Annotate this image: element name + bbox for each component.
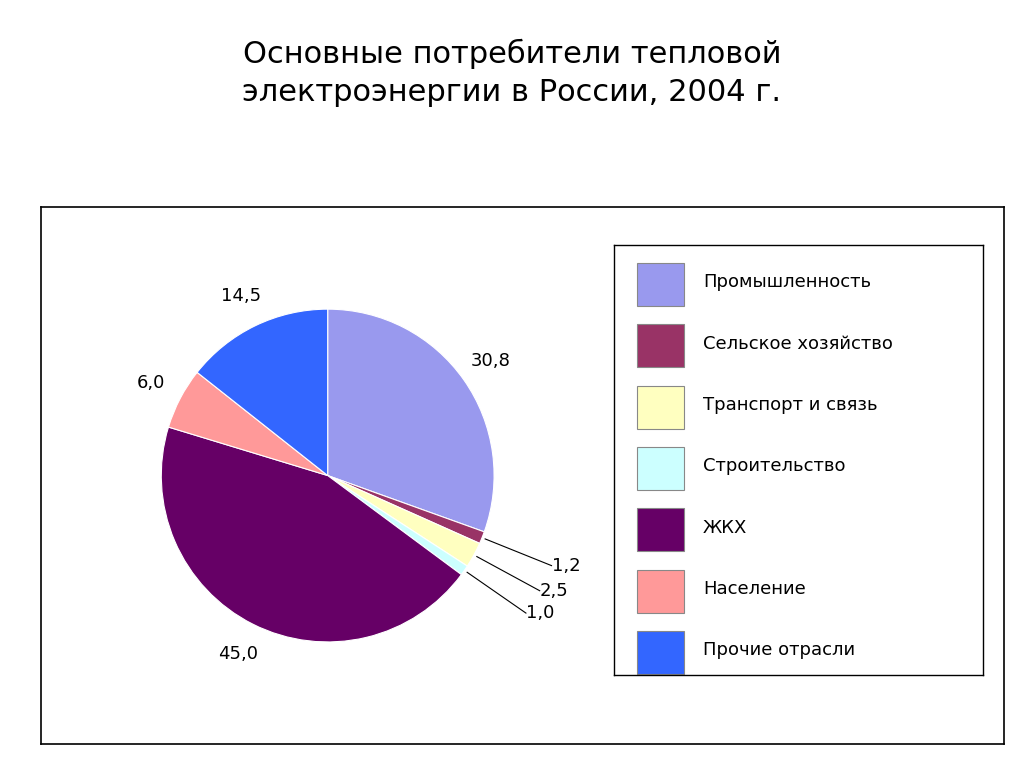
FancyBboxPatch shape: [637, 386, 684, 429]
Text: 2,5: 2,5: [540, 581, 568, 600]
Text: Сельское хозяйство: Сельское хозяйство: [702, 334, 893, 353]
Text: Промышленность: Промышленность: [702, 273, 871, 291]
Wedge shape: [169, 372, 328, 476]
FancyBboxPatch shape: [637, 447, 684, 490]
Text: Строительство: Строительство: [702, 457, 846, 476]
Text: 1,0: 1,0: [526, 604, 554, 622]
Text: 30,8: 30,8: [471, 352, 511, 370]
Wedge shape: [328, 309, 494, 532]
Text: 1,2: 1,2: [552, 557, 581, 574]
FancyBboxPatch shape: [637, 263, 684, 306]
Text: ЖКХ: ЖКХ: [702, 518, 748, 537]
FancyBboxPatch shape: [637, 631, 684, 674]
Text: Прочие отрасли: Прочие отрасли: [702, 641, 855, 660]
Wedge shape: [162, 427, 462, 642]
Wedge shape: [198, 309, 328, 476]
Text: 6,0: 6,0: [136, 374, 165, 392]
Text: Население: Население: [702, 580, 806, 598]
Wedge shape: [328, 476, 479, 566]
FancyBboxPatch shape: [637, 324, 684, 367]
Text: 45,0: 45,0: [218, 645, 258, 663]
Text: Транспорт и связь: Транспорт и связь: [702, 396, 878, 414]
Wedge shape: [328, 476, 484, 543]
FancyBboxPatch shape: [637, 570, 684, 613]
Text: 14,5: 14,5: [220, 287, 261, 304]
Wedge shape: [328, 476, 467, 574]
Text: Основные потребители тепловой
электроэнергии в России, 2004 г.: Основные потребители тепловой электроэне…: [243, 38, 781, 107]
FancyBboxPatch shape: [637, 509, 684, 551]
